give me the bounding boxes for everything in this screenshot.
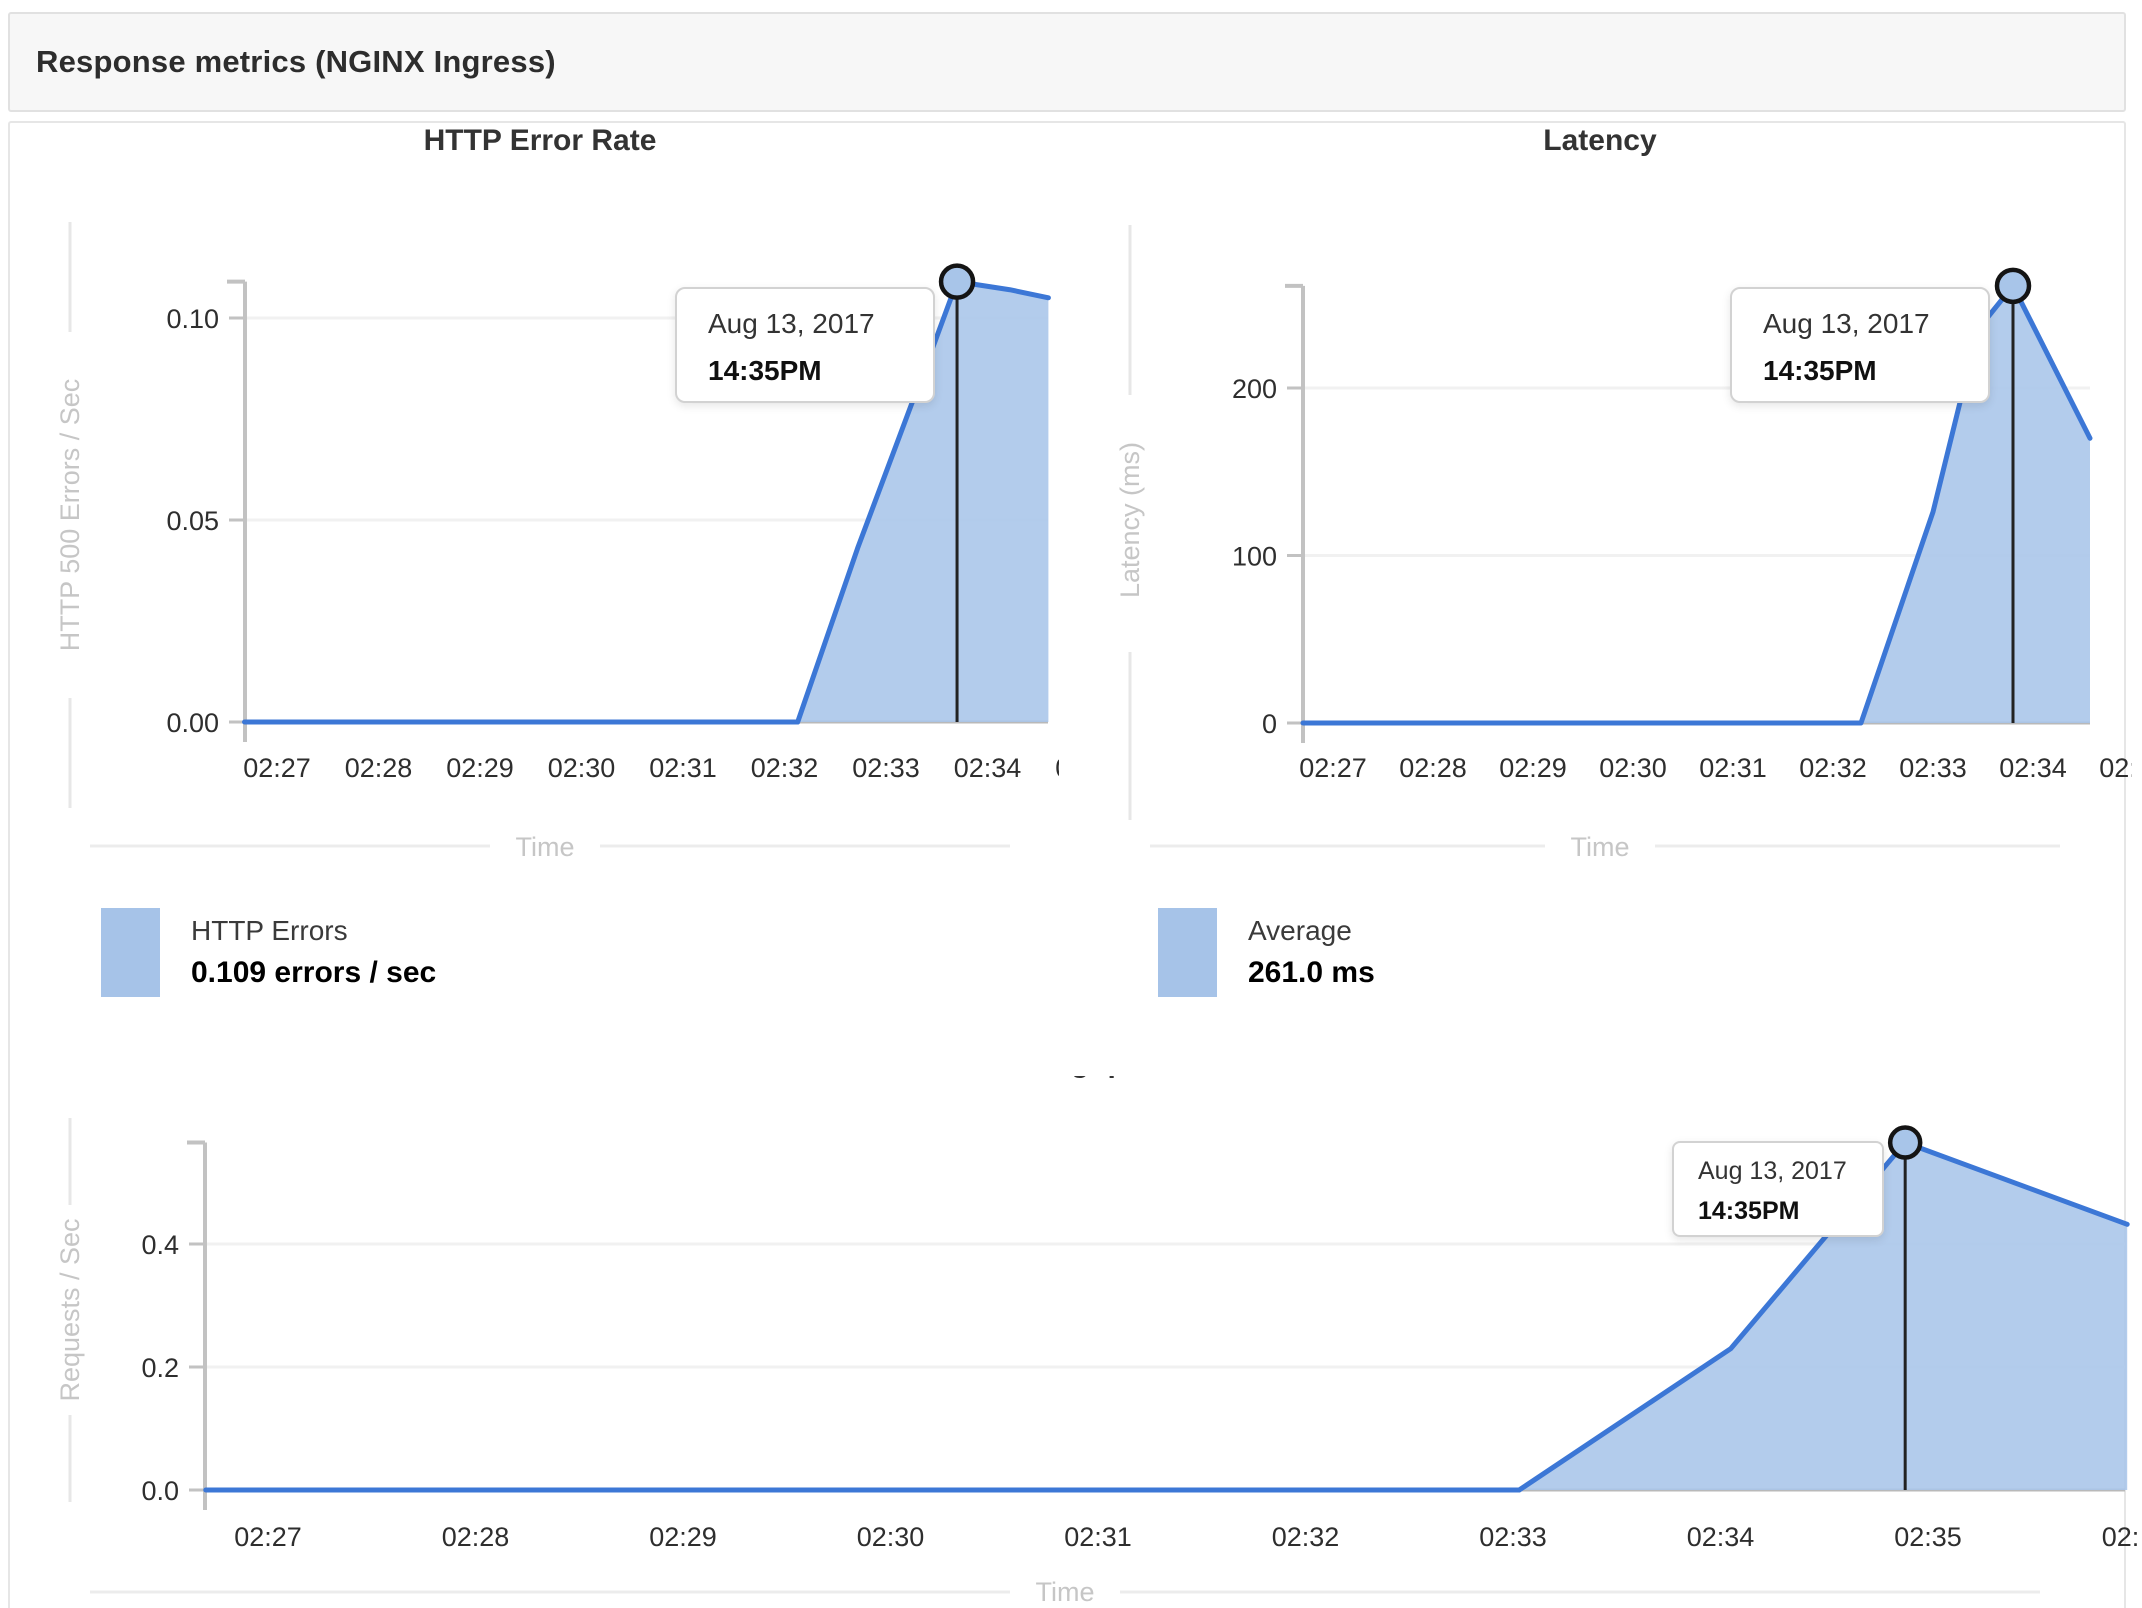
series-area-fill xyxy=(1303,285,2090,723)
y-tick-label: 0 xyxy=(1262,709,1277,739)
y-tick-label: 200 xyxy=(1232,374,1277,404)
chart-throughput: 0.4 0.2 0.0 02:27 02:28 02:29 02:30 02:31 02:32 0… xyxy=(55,1046,2142,1607)
series-line xyxy=(203,1140,2130,1493)
hovered-data-point-marker[interactable] xyxy=(1994,267,2032,305)
chart-latency: 200 100 0 02:27 02:28 02:29 02:30 02:31 02:32 02:… xyxy=(1100,123,2142,885)
legend-http-errors: HTTP Errors 0.109 errors / sec xyxy=(101,908,436,997)
x-tick-label: 02:36 xyxy=(2102,1522,2142,1552)
x-axis-title: Time xyxy=(1036,1577,1095,1607)
y-tick-label: 0.10 xyxy=(166,304,219,334)
x-axis-title: Time xyxy=(1571,832,1630,862)
y-tick-label: 0.00 xyxy=(166,708,219,738)
x-tick-label: 02:27 xyxy=(1299,753,1367,783)
chart-http-error-rate: 0.10 0.05 0.00 02:27 02:28 02:29 02:30 02:31 02:… xyxy=(8,123,1123,885)
legend-label: HTTP Errors xyxy=(191,915,348,946)
tooltip-date: Aug 13, 2017 xyxy=(1698,1157,1847,1185)
x-tick-label: 02:33 xyxy=(852,753,920,783)
x-tick-label: 02:33 xyxy=(1479,1522,1547,1552)
tooltip-date: Aug 13, 2017 xyxy=(708,308,875,339)
x-tick-label: 02:32 xyxy=(1272,1522,1340,1552)
chart-title: HTTP Error Rate xyxy=(424,124,657,157)
panel-header: Response metrics (NGINX Ingress) xyxy=(8,12,2126,112)
x-tick-label: 02:34 xyxy=(1687,1522,1755,1552)
x-tick-label: 02:28 xyxy=(345,753,413,783)
tooltip-time: 14:35PM xyxy=(1763,355,1877,386)
y-tick-label: 0.05 xyxy=(166,506,219,536)
x-tick-label: 02:27 xyxy=(234,1522,302,1552)
tooltip-time: 14:35PM xyxy=(708,355,822,386)
legend-swatch-icon xyxy=(1158,908,1217,997)
x-tick-label: 02:35 xyxy=(1894,1522,1962,1552)
chart-hover-region[interactable] xyxy=(8,123,1059,885)
x-tick-label: 02:34 xyxy=(1999,753,2067,783)
legend-average-latency: Average 261.0 ms xyxy=(1158,908,1375,997)
hovered-data-point-marker[interactable] xyxy=(938,263,976,300)
x-tick-label: 02:30 xyxy=(1599,753,1667,783)
tooltip-time: 14:35PM xyxy=(1698,1197,1800,1225)
y-axis-title: Requests / Sec xyxy=(55,1218,85,1401)
series-area-fill xyxy=(205,1142,2128,1490)
hovered-data-point-marker[interactable] xyxy=(1887,1125,1923,1160)
chart-title: Latency xyxy=(1543,124,1657,157)
x-tick-label: 02:34 xyxy=(954,753,1022,783)
x-tick-label: 02:35 xyxy=(2099,753,2142,783)
panel-title: Response metrics (NGINX Ingress) xyxy=(36,44,556,79)
y-tick-label: 0.4 xyxy=(141,1230,179,1260)
x-tick-label: 02:30 xyxy=(857,1522,925,1552)
tooltip-http-error-rate: Aug 13, 2017 14:35PM xyxy=(675,287,935,403)
tooltip-date: Aug 13, 2017 xyxy=(1763,308,1930,339)
x-tick-label: 02:31 xyxy=(1064,1522,1132,1552)
x-tick-label: 02:29 xyxy=(1499,753,1567,783)
y-axis-title: Latency (ms) xyxy=(1115,442,1145,598)
x-tick-label: 02:35 xyxy=(1055,753,1123,783)
chart-title: Throughput xyxy=(986,1046,1154,1079)
x-tick-label: 02:29 xyxy=(649,1522,717,1552)
y-tick-label: 100 xyxy=(1232,542,1277,572)
legend-swatch-icon xyxy=(101,908,160,997)
y-tick-label: 0.2 xyxy=(141,1353,179,1383)
x-axis-title: Time xyxy=(516,832,575,862)
y-tick-label: 0.0 xyxy=(141,1476,179,1506)
legend-value: 0.109 errors / sec xyxy=(191,956,437,989)
y-axis-title: HTTP 500 Errors / Sec xyxy=(55,379,85,652)
series-area-fill xyxy=(244,281,1049,722)
x-tick-label: 02:31 xyxy=(649,753,717,783)
x-tick-label: 02:32 xyxy=(751,753,819,783)
x-tick-label: 02:28 xyxy=(442,1522,510,1552)
x-tick-label: 02:30 xyxy=(548,753,616,783)
x-tick-label: 02:27 xyxy=(243,753,311,783)
x-tick-label: 02:28 xyxy=(1399,753,1467,783)
x-tick-label: 02:32 xyxy=(1799,753,1867,783)
legend-value: 261.0 ms xyxy=(1248,956,1375,989)
tooltip-throughput: Aug 13, 2017 14:35PM xyxy=(1672,1141,1884,1237)
x-tick-label: 02:33 xyxy=(1899,753,1967,783)
legend-label: Average xyxy=(1248,915,1352,946)
x-tick-label: 02:29 xyxy=(446,753,514,783)
tooltip-latency: Aug 13, 2017 14:35PM xyxy=(1730,287,1990,403)
x-tick-label: 02:31 xyxy=(1699,753,1767,783)
series-line xyxy=(1300,283,2093,726)
chart-hover-region[interactable] xyxy=(1100,123,2132,885)
